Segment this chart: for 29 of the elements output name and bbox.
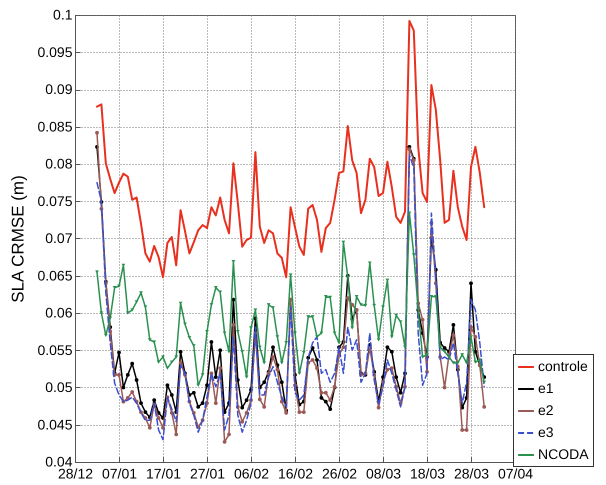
y-tick-label: 0.09 xyxy=(45,81,73,97)
legend-label: e2 xyxy=(538,402,554,418)
y-tick-label: 0.1 xyxy=(53,6,73,22)
legend-label: NCODA xyxy=(538,446,590,462)
y-tick-label: 0.085 xyxy=(37,118,73,134)
x-tick-label: 28/03 xyxy=(454,466,490,482)
y-tick-label: 0.07 xyxy=(45,230,73,246)
legend-label: e3 xyxy=(538,424,554,440)
x-tick-label: 18/03 xyxy=(410,466,446,482)
y-tick-label: 0.075 xyxy=(37,192,73,209)
x-tick-label: 26/02 xyxy=(322,466,358,482)
y-tick-label: 0.055 xyxy=(37,342,73,358)
y-tick-label: 0.05 xyxy=(45,379,73,395)
x-tick-label: 16/02 xyxy=(278,466,314,482)
x-tick-label: 27/01 xyxy=(190,466,226,482)
y-tick-label: 0.06 xyxy=(45,304,73,320)
y-axis-title: SLA CRMSE (m) xyxy=(8,175,28,303)
y-tick-label: 0.08 xyxy=(45,156,73,172)
x-tick-label: 17/01 xyxy=(146,466,182,482)
legend-label: e1 xyxy=(538,380,554,396)
x-tick-label: 08/03 xyxy=(366,466,402,482)
legend-label: controle xyxy=(538,358,588,374)
x-tick-label: 06/02 xyxy=(234,466,270,482)
y-tick-label: 0.095 xyxy=(37,44,73,60)
line-series xyxy=(96,20,486,278)
x-tick-label: 07/04 xyxy=(498,466,534,482)
y-tick-label: 0.065 xyxy=(37,267,73,284)
y-tick-label: 0.045 xyxy=(37,416,73,432)
x-tick-label: 07/01 xyxy=(102,466,138,482)
